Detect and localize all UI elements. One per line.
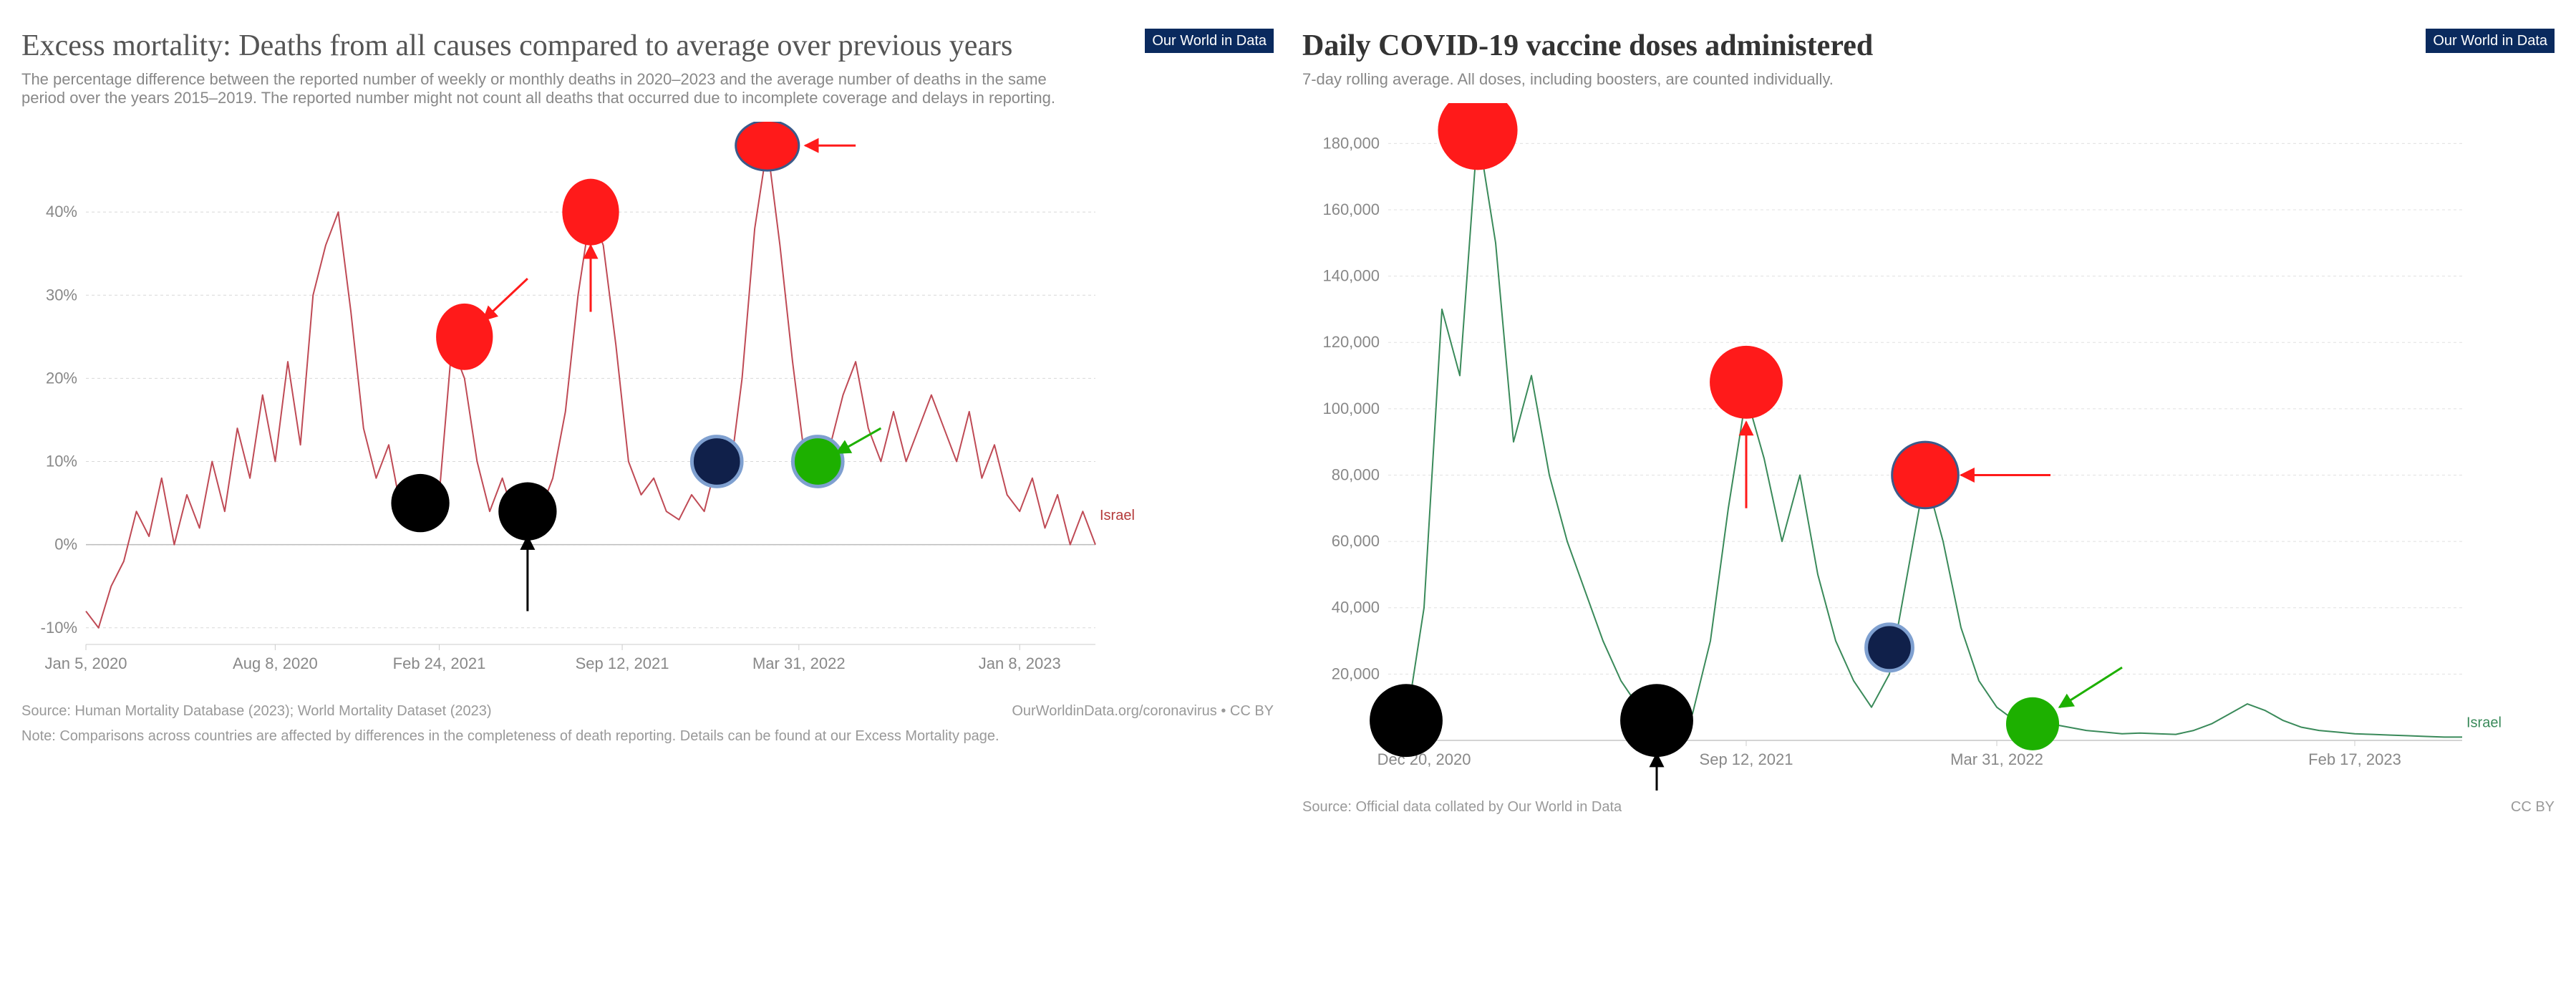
panel-vaccine-doses: Our World in Data Daily COVID-19 vaccine… — [1302, 29, 2555, 816]
svg-text:Jan 5, 2020: Jan 5, 2020 — [45, 654, 127, 672]
chart-subtitle: The percentage difference between the re… — [21, 70, 1086, 107]
svg-text:160,000: 160,000 — [1322, 200, 1380, 218]
svg-text:40%: 40% — [46, 203, 77, 221]
svg-text:Israel: Israel — [1100, 508, 1135, 523]
svg-text:Jan 8, 2023: Jan 8, 2023 — [979, 654, 1061, 672]
line-chart: 20,000 40,000 60,000 80,000 100,000 120,000 14… — [1302, 103, 2534, 791]
footer-attribution: OurWorldinData.org/coronavirus • CC BY — [1012, 703, 1274, 720]
page: Our World in Data Excess mortality: Deat… — [0, 0, 2576, 844]
svg-text:Mar 31, 2022: Mar 31, 2022 — [1950, 750, 2043, 768]
svg-text:10%: 10% — [46, 453, 77, 470]
chart-container: -10% 0% 10% 20% 30% 40% Jan 5, 2020 Aug 8, 2020… — [21, 122, 1274, 695]
svg-text:40,000: 40,000 — [1332, 599, 1380, 617]
footer-source: Source: Human Mortality Database (2023);… — [21, 703, 492, 719]
chart-footer: Source: Human Mortality Database (2023);… — [21, 703, 1274, 720]
svg-text:140,000: 140,000 — [1322, 267, 1380, 285]
chart-subtitle: 7-day rolling average. All doses, includ… — [1302, 70, 2367, 89]
svg-text:-10%: -10% — [41, 619, 77, 637]
svg-text:Sep 12, 2021: Sep 12, 2021 — [576, 654, 669, 672]
line-chart: -10% 0% 10% 20% 30% 40% Jan 5, 2020 Aug 8, 2020… — [21, 122, 1167, 695]
owid-badge: Our World in Data — [2426, 29, 2555, 53]
svg-text:Aug 8, 2020: Aug 8, 2020 — [233, 654, 318, 672]
svg-text:0%: 0% — [54, 536, 77, 554]
chart-footer: Source: Official data collated by Our Wo… — [1302, 799, 2555, 816]
panel-excess-mortality: Our World in Data Excess mortality: Deat… — [21, 29, 1274, 816]
svg-text:30%: 30% — [46, 286, 77, 304]
svg-text:80,000: 80,000 — [1332, 465, 1380, 483]
chart-footer-note: Note: Comparisons across countries are a… — [21, 728, 1274, 745]
svg-text:Feb 17, 2023: Feb 17, 2023 — [2308, 750, 2401, 768]
svg-text:Feb 24, 2021: Feb 24, 2021 — [393, 654, 486, 672]
footer-attribution: CC BY — [2511, 799, 2555, 816]
owid-badge: Our World in Data — [1145, 29, 1274, 53]
svg-text:60,000: 60,000 — [1332, 532, 1380, 550]
chart-title: Daily COVID-19 vaccine doses administere… — [1302, 29, 2367, 63]
chart-title: Excess mortality: Deaths from all causes… — [21, 29, 1086, 63]
svg-text:Sep 12, 2021: Sep 12, 2021 — [1700, 750, 1793, 768]
svg-text:100,000: 100,000 — [1322, 400, 1380, 417]
svg-text:180,000: 180,000 — [1322, 134, 1380, 152]
svg-text:Israel: Israel — [2466, 715, 2502, 730]
svg-text:20,000: 20,000 — [1332, 664, 1380, 682]
svg-text:20%: 20% — [46, 369, 77, 387]
svg-text:Mar 31, 2022: Mar 31, 2022 — [752, 654, 846, 672]
footer-source: Source: Official data collated by Our Wo… — [1302, 799, 1622, 815]
chart-container: 20,000 40,000 60,000 80,000 100,000 120,000 14… — [1302, 103, 2555, 791]
svg-text:120,000: 120,000 — [1322, 333, 1380, 351]
